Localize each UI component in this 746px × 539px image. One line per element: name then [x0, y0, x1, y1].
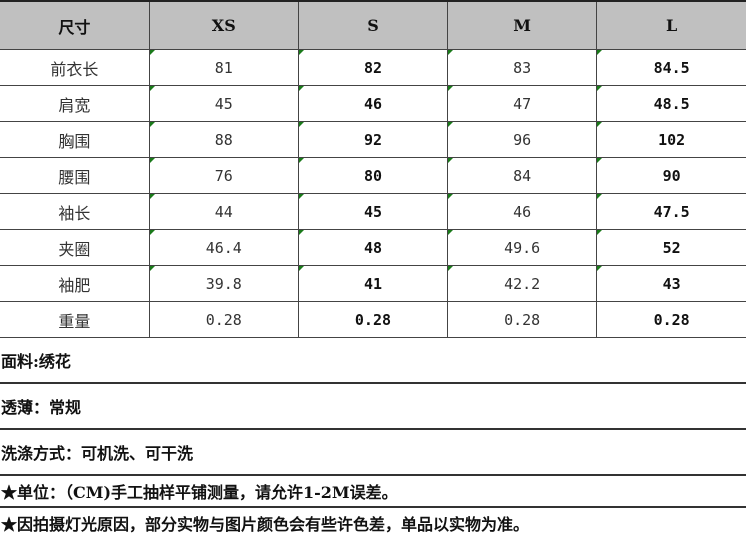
size-value-cell: 41 [297, 265, 449, 302]
size-value-cell: 48 [297, 229, 449, 266]
size-value-cell: 43 [596, 265, 746, 302]
size-value-cell: 0.28 [148, 301, 299, 338]
size-value-cell: 0.28 [447, 301, 598, 338]
size-value-cell: 84 [447, 157, 598, 194]
size-value-cell: 84.5 [596, 49, 746, 86]
header-row: 尺寸 XS S M L [0, 0, 746, 50]
size-value-cell: 46 [297, 85, 449, 122]
table-row: 夹圈 46.4 48 49.6 52 [0, 229, 746, 266]
size-value-cell: 102 [596, 121, 746, 158]
size-value-cell: 0.28 [596, 301, 746, 338]
row-label: 袖肥 [0, 265, 150, 302]
size-value-cell: 45 [148, 85, 299, 122]
table-row: 腰围 76 80 84 90 [0, 157, 746, 194]
size-value-cell: 48.5 [596, 85, 746, 122]
table-row: 前衣长 81 82 83 84.5 [0, 49, 746, 86]
header-s: S [297, 0, 449, 50]
size-value-cell: 83 [447, 49, 598, 86]
fabric-note: 面料:绣花 [0, 338, 746, 384]
row-label: 胸围 [0, 121, 150, 158]
size-value-cell: 39.8 [148, 265, 299, 302]
row-label: 袖长 [0, 193, 150, 230]
size-chart-table: 尺寸 XS S M L 前衣长 81 82 83 84.5 肩宽 45 46 47 48.5 胸围 8… [0, 0, 746, 338]
table-row: 袖肥 39.8 41 42.2 43 [0, 265, 746, 302]
row-label: 腰围 [0, 157, 150, 194]
size-value-cell: 90 [596, 157, 746, 194]
header-xs: XS [148, 0, 299, 50]
washing-note: 洗涤方式：可机洗、可干洗 [0, 430, 746, 476]
color-note: ★因拍摄灯光原因，部分实物与图片颜色会有些许色差，单品以实物为准。 [1, 514, 530, 534]
size-value-cell: 47.5 [596, 193, 746, 230]
row-label: 前衣长 [0, 49, 150, 86]
unit-note: ★单位：（CM)手工抽样平铺测量，请允许1-2M误差。 [0, 476, 746, 508]
size-value-cell: 46.4 [148, 229, 299, 266]
size-value-cell: 92 [297, 121, 449, 158]
table-row: 肩宽 45 46 47 48.5 [0, 85, 746, 122]
size-value-cell: 0.28 [297, 301, 449, 338]
size-value-cell: 81 [148, 49, 299, 86]
row-label: 肩宽 [0, 85, 150, 122]
thickness-note: 透薄：常规 [0, 384, 746, 430]
size-value-cell: 46 [447, 193, 598, 230]
notes: 面料:绣花 透薄：常规 洗涤方式：可机洗、可干洗 ★单位：（CM)手工抽样平铺测… [0, 338, 746, 537]
header-m: M [447, 0, 598, 50]
size-value-cell: 47 [447, 85, 598, 122]
row-label: 夹圈 [0, 229, 150, 266]
size-value-cell: 88 [148, 121, 299, 158]
table-row: 胸围 88 92 96 102 [0, 121, 746, 158]
size-value-cell: 80 [297, 157, 449, 194]
row-label: 重量 [0, 301, 150, 338]
table-row: 袖长 44 45 46 47.5 [0, 193, 746, 230]
table-row: 重量 0.28 0.28 0.28 0.28 [0, 301, 746, 338]
size-value-cell: 82 [297, 49, 449, 86]
size-value-cell: 52 [596, 229, 746, 266]
size-value-cell: 96 [447, 121, 598, 158]
header-l: L [596, 0, 746, 50]
size-value-cell: 45 [297, 193, 449, 230]
size-value-cell: 76 [148, 157, 299, 194]
size-value-cell: 44 [148, 193, 299, 230]
size-value-cell: 42.2 [447, 265, 598, 302]
size-value-cell: 49.6 [447, 229, 598, 266]
header-size: 尺寸 [0, 0, 150, 50]
